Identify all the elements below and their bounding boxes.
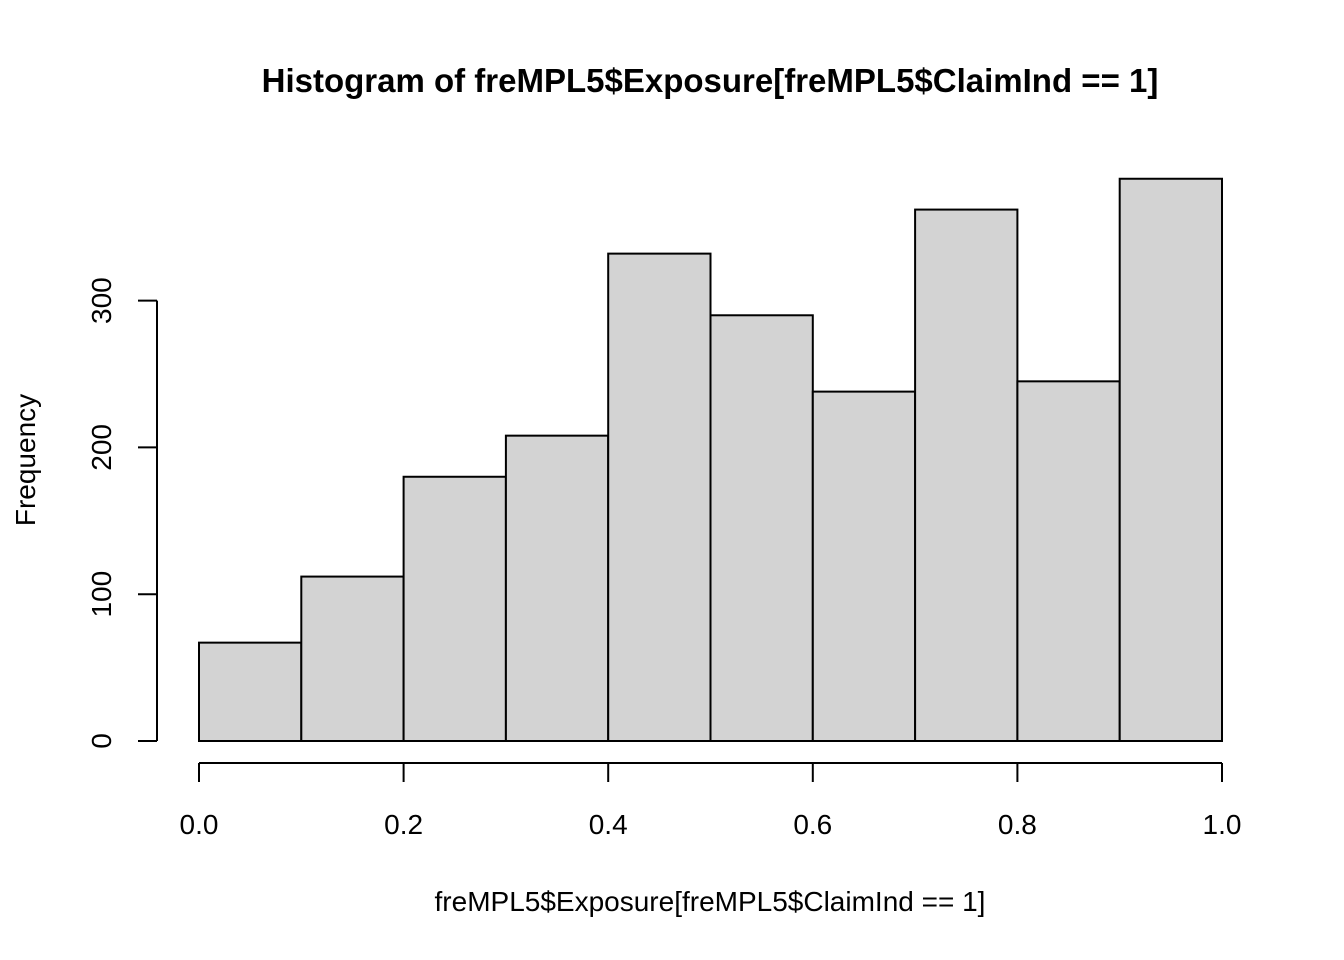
histogram-bar: [300, 575, 405, 742]
x-tick-label: 0.6: [793, 809, 832, 840]
histogram-bar: [1118, 177, 1223, 743]
x-tick-label: 0.8: [998, 809, 1037, 840]
histogram-bar: [198, 641, 303, 742]
x-tick-label: 0.0: [180, 809, 219, 840]
chart-title: Histogram of freMPL5$Exposure[freMPL5$Cl…: [262, 62, 1159, 99]
histogram-bar: [504, 434, 610, 742]
y-tick-label: 0: [86, 733, 117, 749]
y-tick-label: 200: [86, 424, 117, 471]
x-axis: 0.0 0.2 0.4 0.6 0.8 1.0: [180, 762, 1242, 840]
x-axis-label: freMPL5$Exposure[freMPL5$ClaimInd == 1]: [435, 886, 986, 917]
y-tick-label: 100: [86, 571, 117, 618]
histogram-bar: [402, 475, 507, 742]
histogram-bar: [811, 390, 917, 742]
x-tick-label: 1.0: [1203, 809, 1242, 840]
y-axis-label: Frequency: [10, 394, 41, 526]
y-tick-label: 300: [86, 277, 117, 324]
x-tick-label: 0.2: [384, 809, 423, 840]
bars-group: [198, 177, 1223, 743]
histogram-bar: [709, 314, 814, 742]
x-tick-label: 0.4: [589, 809, 628, 840]
histogram-bar: [914, 208, 1019, 743]
histogram-bar: [1016, 380, 1121, 742]
histogram-bar: [607, 252, 712, 742]
y-axis: 0 100 200 300: [86, 277, 158, 749]
